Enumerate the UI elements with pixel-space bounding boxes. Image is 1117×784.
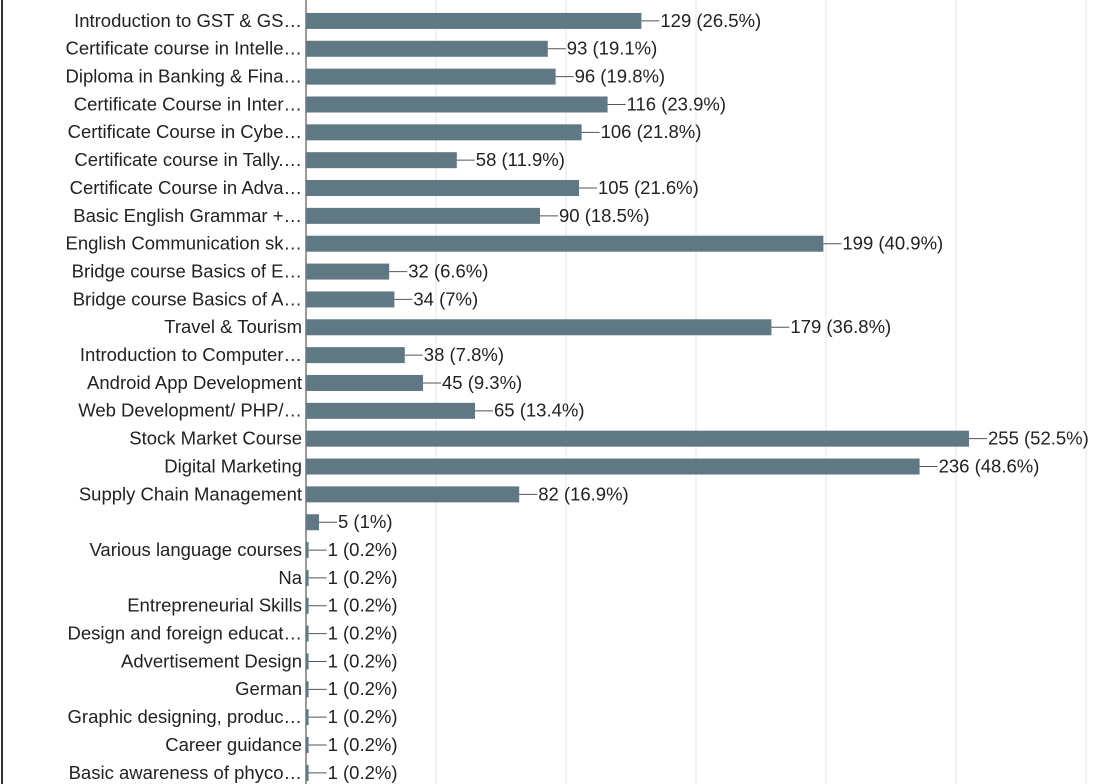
category-label: Various language courses	[89, 539, 302, 560]
bar	[306, 207, 540, 224]
value-label: 116 (23.9%)	[627, 93, 726, 114]
bar	[306, 458, 920, 475]
bar	[306, 430, 969, 447]
bar	[306, 486, 520, 503]
value-label: 82 (16.9%)	[538, 483, 629, 504]
value-label: 5 (1%)	[338, 511, 393, 532]
category-label: Stock Market Course	[129, 428, 302, 449]
bar	[306, 291, 395, 308]
category-label: Design and foreign educat…	[68, 623, 302, 644]
value-label: 1 (0.2%)	[328, 762, 398, 783]
category-label: Certificate course in Intelle…	[66, 38, 303, 59]
value-label: 1 (0.2%)	[328, 567, 398, 588]
value-label: 93 (19.1%)	[567, 38, 658, 59]
bar	[306, 737, 309, 754]
bar	[306, 764, 309, 781]
value-label: 179 (36.8%)	[790, 316, 891, 337]
value-label: 65 (13.4%)	[494, 400, 585, 421]
category-label: Certificate Course in Inter…	[74, 93, 302, 114]
bar	[306, 514, 319, 531]
bar	[306, 235, 824, 252]
category-label: English Communication sk…	[66, 233, 302, 254]
bar	[306, 402, 475, 419]
value-label: 129 (26.5%)	[660, 10, 761, 31]
value-label: 105 (21.6%)	[598, 177, 699, 198]
category-label: Android App Development	[87, 372, 302, 393]
bar	[306, 263, 390, 280]
value-label: 32 (6.6%)	[408, 260, 488, 281]
bar	[306, 542, 309, 559]
value-label: 1 (0.2%)	[328, 650, 398, 671]
bar	[306, 569, 309, 586]
category-label: Basic awareness of phyco…	[69, 762, 302, 783]
value-label: 90 (18.5%)	[559, 205, 650, 226]
value-label: 1 (0.2%)	[328, 623, 398, 644]
value-label: 58 (11.9%)	[476, 149, 565, 170]
category-label: Bridge course Basics of E…	[72, 260, 302, 281]
bar	[306, 152, 457, 169]
value-label: 1 (0.2%)	[328, 595, 398, 616]
value-label: 34 (7%)	[413, 288, 478, 309]
bar	[306, 597, 309, 614]
value-label: 38 (7.8%)	[424, 344, 504, 365]
category-label: Na	[278, 567, 302, 588]
bar	[306, 709, 309, 726]
category-label: Advertisement Design	[121, 650, 302, 671]
bar	[306, 681, 309, 698]
value-label: 45 (9.3%)	[442, 372, 522, 393]
value-label: 236 (48.6%)	[939, 455, 1040, 476]
category-label: Digital Marketing	[164, 455, 302, 476]
bar	[306, 124, 582, 141]
category-label: German	[235, 678, 302, 699]
value-label: 1 (0.2%)	[328, 706, 398, 727]
category-label: Certificate Course in Cybe…	[68, 121, 302, 142]
bar	[306, 180, 579, 197]
value-label: 1 (0.2%)	[328, 539, 398, 560]
category-label: Bridge course Basics of A…	[73, 288, 302, 309]
category-label: Introduction to Computer…	[80, 344, 302, 365]
category-label: Introduction to GST & GS…	[74, 10, 302, 31]
category-label: Web Development/ PHP/…	[78, 400, 302, 421]
bar	[306, 96, 608, 113]
category-label: Certificate course in Tally.…	[74, 149, 302, 170]
bar	[306, 68, 556, 85]
category-label: Career guidance	[165, 734, 302, 755]
value-label: 255 (52.5%)	[988, 428, 1089, 449]
value-label: 106 (21.8%)	[601, 121, 702, 142]
category-label: Supply Chain Management	[79, 483, 302, 504]
value-label: 96 (19.8%)	[575, 66, 666, 87]
bar	[306, 625, 309, 642]
value-label: 1 (0.2%)	[328, 678, 398, 699]
value-label: 199 (40.9%)	[842, 233, 943, 254]
category-label: Entrepreneurial Skills	[127, 595, 302, 616]
category-label: Basic English Grammar +…	[73, 205, 302, 226]
category-label: Diploma in Banking & Fina…	[66, 66, 303, 87]
value-label: 1 (0.2%)	[328, 734, 398, 755]
category-label: Certificate Course in Adva…	[70, 177, 302, 198]
bar	[306, 319, 772, 336]
bar	[306, 347, 405, 364]
bar	[306, 40, 548, 57]
bar	[306, 374, 423, 391]
category-label: Travel & Tourism	[164, 316, 302, 337]
bar	[306, 653, 309, 670]
bar	[306, 12, 642, 29]
category-label: Graphic designing, produc…	[68, 706, 302, 727]
